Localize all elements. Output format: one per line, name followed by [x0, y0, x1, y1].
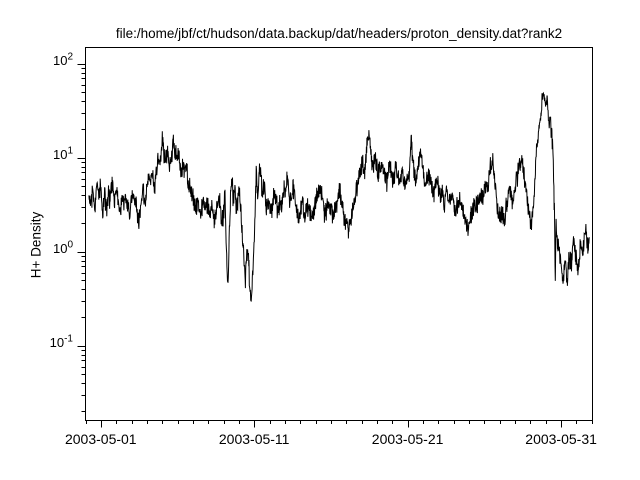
x-tick-label: 2003-05-31	[525, 431, 597, 447]
x-tick-label: 2003-05-11	[218, 431, 290, 447]
x-tick-label: 2003-05-21	[371, 431, 444, 447]
y-tick-label: 101	[52, 145, 73, 162]
y-tick-label: 10-1	[49, 333, 73, 350]
x-tick-label: 2003-05-01	[64, 431, 137, 447]
plot-title: file:/home/jbf/ct/hudson/data.backup/dat…	[115, 26, 563, 41]
y-tick-label: 100	[52, 239, 73, 256]
density-series-line	[88, 91, 590, 302]
plot-frame	[85, 47, 593, 421]
y-tick-label: 102	[52, 51, 73, 68]
